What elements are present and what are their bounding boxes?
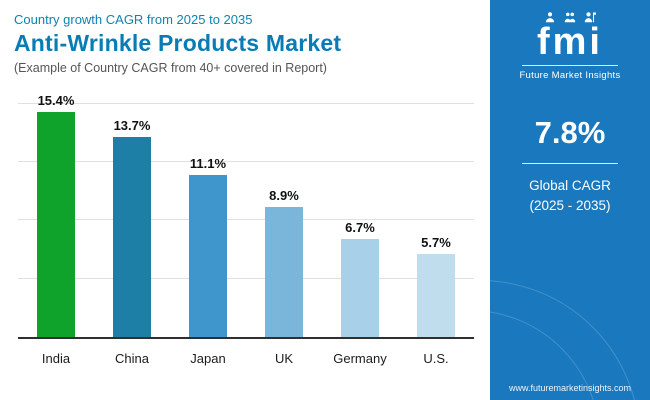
website-link[interactable]: www.futuremarketinsights.com [508,383,632,393]
bar-column-india: 15.4% [18,89,94,337]
bar-value-label: 8.9% [269,188,299,204]
category-label: UK [274,351,294,366]
bar-value-label: 6.7% [345,220,375,236]
grid-line [18,277,474,279]
bar-column-us: 5.7% [398,89,474,337]
chart-subtitle: (Example of Country CAGR from 40+ covere… [14,61,327,75]
grid-line [18,219,474,221]
bar [189,175,227,337]
bar [113,137,151,337]
bar-column-uk: 8.9% [246,89,322,337]
bar-value-label: 11.1% [189,156,227,172]
global-cagr-label: Global CAGR (2025 - 2035) [522,176,618,217]
person-icon [544,10,556,24]
category-label: Germany [333,351,387,366]
chart-kicker: Country growth CAGR from 2025 to 2035 [14,12,253,27]
grid-line [18,102,474,104]
page-title: Anti-Wrinkle Products Market [14,30,342,56]
category-label: U.S. [423,351,449,366]
category-label: India [41,351,71,366]
person-flag-icon [584,10,596,24]
brand-name: Future Market Insights [519,70,621,82]
global-cagr-value: 7.8% [534,115,606,151]
bar [341,239,379,337]
bar-column-germany: 6.7% [322,89,398,337]
bar-value-label: 15.4% [37,93,75,109]
global-cagr-label-line1: Global CAGR [529,178,611,194]
bar [265,207,303,337]
global-cagr-block: 7.8% Global CAGR (2025 - 2035) [522,115,618,217]
logo-wordmark: fmi [536,21,603,63]
plot-area: 15.4% 13.7% 11.1% 8.9% 6.7% 5.7% [18,89,474,339]
bar-value-label: 13.7% [113,118,151,134]
people-icon [564,10,576,24]
brand-sidebar: fmi Future Market Insights 7.8% Global C… [490,0,650,400]
category-label: Japan [190,351,226,366]
category-label: China [115,351,149,366]
global-cagr-label-line2: (2025 - 2035) [529,198,611,214]
category-labels: India China Japan UK Germany U.S. [18,339,474,366]
grid-line [18,160,474,162]
logo-icon-row [519,10,620,24]
divider [522,163,618,165]
fmi-logo: fmi Future Market Insights [519,10,620,81]
decorative-wave [490,280,640,400]
bar [37,112,75,337]
bar-chart: 15.4% 13.7% 11.1% 8.9% 6.7% 5.7% India China Ja… [14,89,478,400]
bars: 15.4% 13.7% 11.1% 8.9% 6.7% 5.7% [18,89,474,337]
logo-rule [521,65,618,67]
bar-column-japan: 11.1% [170,89,246,337]
bar-column-china: 13.7% [94,89,170,337]
bar-value-label: 5.7% [421,234,451,250]
chart-panel: Country growth CAGR from 2025 to 2035 An… [14,12,478,400]
bar [417,253,455,337]
